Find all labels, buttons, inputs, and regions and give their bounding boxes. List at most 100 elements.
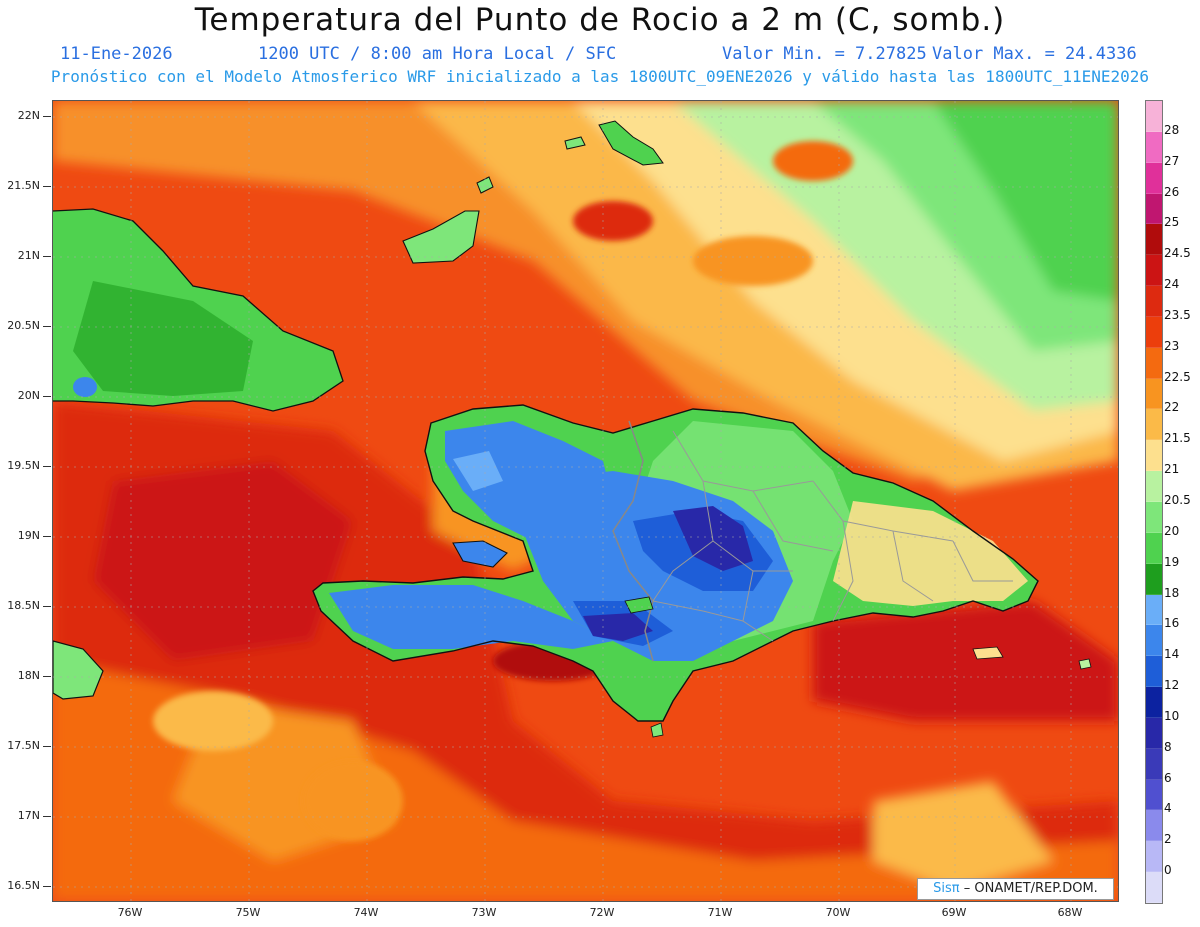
- colorbar-swatch: [1146, 131, 1162, 163]
- colorbar-swatch: [1146, 255, 1162, 287]
- colorbar-label: 21: [1164, 462, 1180, 477]
- colorbar-swatch: [1146, 779, 1162, 811]
- beata-island: [650, 722, 664, 738]
- y-label-18-5n: 18.5N: [7, 599, 40, 612]
- x-label-70w: 70W: [825, 906, 851, 919]
- colorbar-label: 12: [1164, 678, 1180, 693]
- colorbar-swatch: [1146, 224, 1162, 256]
- colorbar-label: 2: [1164, 832, 1172, 847]
- min-value: Valor Min. = 7.27825: [722, 44, 927, 64]
- colorbar-label: 23: [1164, 338, 1180, 353]
- colorbar-swatch: [1146, 501, 1162, 533]
- y-label-19n: 19N: [17, 529, 40, 542]
- colorbar-swatch: [1146, 532, 1162, 564]
- turks-islands: [564, 136, 586, 150]
- colorbar-label: 10: [1164, 708, 1180, 723]
- colorbar-swatch: [1146, 656, 1162, 688]
- y-tick: [43, 116, 51, 117]
- colorbar-swatch: [1146, 872, 1162, 903]
- colorbar-legend: [1145, 100, 1163, 904]
- colorbar-label: 19: [1164, 554, 1180, 569]
- x-label-69w: 69W: [941, 906, 967, 919]
- credit-box: Sisπ – ONAMET/REP.DOM.: [917, 878, 1114, 900]
- y-tick: [43, 396, 51, 397]
- x-label-71w: 71W: [707, 906, 733, 919]
- field-detail: [153, 141, 853, 841]
- gonave-island: [452, 540, 508, 568]
- y-label-17-5n: 17.5N: [7, 739, 40, 752]
- y-label-20-5n: 20.5N: [7, 319, 40, 332]
- colorbar-label: 18: [1164, 585, 1180, 600]
- y-label-17n: 17N: [17, 809, 40, 822]
- cuba-lake: [73, 377, 97, 397]
- colorbar-swatch: [1146, 471, 1162, 502]
- colorbar-swatch: [1146, 594, 1162, 626]
- colorbar-label: 0: [1164, 863, 1172, 878]
- colorbar-label: 20.5: [1164, 493, 1191, 507]
- great-inagua: [402, 210, 480, 264]
- y-tick: [43, 466, 51, 467]
- y-label-22n: 22N: [17, 109, 40, 122]
- colorbar-label: 22: [1164, 400, 1180, 415]
- saona-island: [972, 646, 1004, 660]
- y-label-16-5n: 16.5N: [7, 879, 40, 892]
- colorbar-label: 25: [1164, 215, 1180, 230]
- x-label-73w: 73W: [471, 906, 497, 919]
- colorbar-label: 6: [1164, 770, 1172, 785]
- forecast-time: 1200 UTC / 8:00 am Hora Local / SFC: [258, 44, 617, 64]
- map-title: Temperatura del Punto de Rocio a 2 m (C,…: [194, 2, 1006, 38]
- colorbar-swatch: [1146, 162, 1162, 194]
- credit-org: – ONAMET/REP.DOM.: [963, 881, 1098, 896]
- y-tick: [43, 676, 51, 677]
- y-label-19-5n: 19.5N: [7, 459, 40, 472]
- y-tick: [43, 536, 51, 537]
- colorbar-swatch: [1146, 286, 1162, 317]
- y-tick: [43, 606, 51, 607]
- sis-logo-text: Sisπ: [933, 881, 960, 896]
- y-tick: [43, 886, 51, 887]
- max-value: Valor Max. = 24.4336: [932, 44, 1137, 64]
- y-tick: [43, 256, 51, 257]
- x-label-68w: 68W: [1057, 906, 1083, 919]
- colorbar-label: 27: [1164, 153, 1180, 168]
- colorbar-swatch: [1146, 193, 1162, 225]
- colorbar-swatch: [1146, 563, 1162, 595]
- y-label-21-5n: 21.5N: [7, 179, 40, 192]
- jamaica-landmass: [53, 640, 104, 700]
- colorbar-swatch: [1146, 409, 1162, 441]
- colorbar-label: 26: [1164, 184, 1180, 199]
- haiti-dr-border: [612, 420, 654, 662]
- colorbar-swatch: [1146, 316, 1162, 348]
- colorbar-label: 14: [1164, 647, 1180, 662]
- y-label-18n: 18N: [17, 669, 40, 682]
- map-canvas: [53, 101, 1118, 901]
- cuba-coastline: [53, 208, 344, 412]
- colorbar-label: 20: [1164, 523, 1180, 538]
- colorbar-swatch: [1146, 810, 1162, 842]
- y-tick: [43, 746, 51, 747]
- colorbar-swatch: [1146, 687, 1162, 718]
- dewpoint-map: [52, 100, 1119, 902]
- colorbar-swatch: [1146, 841, 1162, 873]
- x-label-74w: 74W: [353, 906, 379, 919]
- colorbar-swatch: [1146, 378, 1162, 410]
- x-label-75w: 75W: [235, 906, 261, 919]
- colorbar-swatch: [1146, 347, 1162, 379]
- y-tick: [43, 186, 51, 187]
- colorbar-label: 24.5: [1164, 246, 1191, 261]
- lake-enriquillo: [624, 596, 654, 614]
- forecast-date: 11-Ene-2026: [60, 44, 173, 64]
- x-label-72w: 72W: [589, 906, 615, 919]
- y-label-20n: 20N: [17, 389, 40, 402]
- caicos-islands: [598, 120, 664, 166]
- colorbar-swatch: [1146, 717, 1162, 749]
- colorbar-label: 24: [1164, 277, 1180, 292]
- grid-lines: [53, 101, 1118, 901]
- colorbar-label: 23.5: [1164, 307, 1191, 322]
- hispaniola: [312, 404, 1039, 722]
- province-borders: [652, 430, 1013, 642]
- colorbar-label: 22.5: [1164, 369, 1191, 384]
- colorbar-swatch: [1146, 101, 1162, 132]
- y-tick: [43, 816, 51, 817]
- x-label-76w: 76W: [117, 906, 143, 919]
